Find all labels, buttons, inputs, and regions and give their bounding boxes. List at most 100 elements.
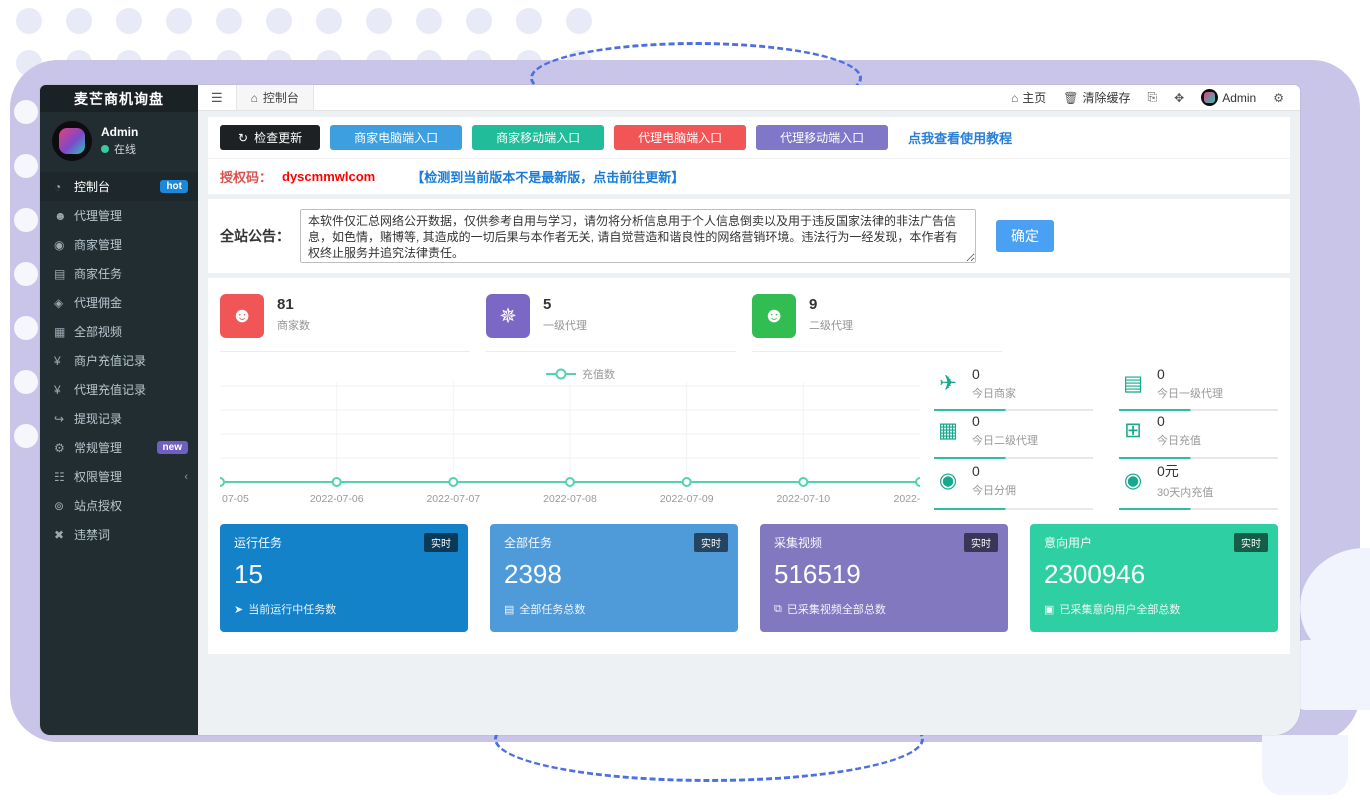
card-collected-videos[interactable]: 采集视频 实时 516519 ⧉ 已采集视频全部总数 [760, 524, 1008, 632]
refresh-icon: ↻ [238, 130, 249, 145]
rocket-icon: ✈ [939, 372, 957, 396]
new-badge: new [156, 441, 188, 454]
agent-mobile-entrance-button[interactable]: 代理移动端入口 [756, 125, 889, 150]
user-plus-icon: ☻ [54, 208, 67, 223]
sidebar-item-agent-commission[interactable]: ◈ 代理佣金 [54, 295, 123, 311]
authorization-row: 授权码： dyscmmwlcom 【检测到当前版本不是最新版，点击前往更新】 [208, 158, 1290, 194]
hamburger-icon[interactable]: ☰ [211, 89, 223, 105]
user-status: 在线 [114, 144, 136, 156]
gear-icon[interactable]: ⚙ [1273, 90, 1284, 105]
sidebar-item-all-videos[interactable]: ▦ 全部视频 [54, 324, 123, 340]
user-avatar[interactable] [52, 121, 92, 161]
sidebar-item-banned-words[interactable]: ✖ 违禁词 [54, 527, 111, 543]
agent-pc-entrance-button[interactable]: 代理电脑端入口 [614, 125, 747, 150]
sidebar-menu: ◔ 控制台 hot ☻ 代理管理 ◉ 商家管理 ▤ 商家任务 ◈ 代理佣金 ▦ [40, 172, 198, 735]
sidebar-item-site-authorization[interactable]: ⊚ 站点授权 [54, 498, 123, 514]
globe-icon: ⊚ [54, 498, 65, 513]
database-icon: ▤ [504, 603, 515, 616]
calendar-plus-icon: ⊞ [1124, 419, 1142, 443]
sidebar-item-merchant-management[interactable]: ◉ 商家管理 [54, 237, 123, 253]
hot-badge: hot [160, 180, 188, 193]
yen-icon: ¥ [54, 382, 61, 397]
x-tick: 2022-07-07 [426, 493, 480, 505]
app-window: 麦芒商机询盘 Admin 在线 ◔ 控制台 hot ☻ 代理管理 ◉ 商家管理 [40, 85, 1300, 735]
divider [1119, 456, 1278, 459]
sign-out-icon: ↪ [54, 411, 65, 426]
users-icon: ☷ [54, 469, 65, 484]
x-tick: 2022-07-11 [894, 493, 920, 505]
tutorial-link[interactable]: 点我查看使用教程 [908, 131, 1013, 146]
x-tick: 07-05 [222, 493, 249, 505]
legend-label: 充值数 [582, 367, 615, 381]
divider [934, 508, 1093, 510]
stat-30day-recharge: ◉ 0元 30天内充值 [1119, 459, 1278, 510]
paper-plane-icon: ➤ [234, 603, 244, 616]
realtime-badge: 实时 [694, 533, 728, 552]
calendar-icon: ▦ [938, 419, 958, 443]
file-icon: ▦ [54, 324, 66, 339]
stat-level1-agents: ✵ 5 一级代理 [486, 294, 736, 352]
auth-code-label: 授权码： [220, 170, 273, 185]
sidebar-item-withdrawal-records[interactable]: ↪ 提现记录 [54, 411, 123, 427]
check-update-button[interactable]: ↻ 检查更新 [220, 125, 321, 150]
tab-console[interactable]: ⌂ 控制台 [235, 85, 314, 110]
refresh-page-icon[interactable]: ⎘ [1147, 90, 1158, 104]
main-area: ☰ ⌂ 控制台 ⌂ 主页 🗑 清除缓存 ⎘ ✥ Admin [198, 85, 1300, 735]
stat-today-level1-agents: ▤ 0 今日一级代理 [1119, 364, 1278, 412]
divider [934, 409, 1093, 412]
today-stats-grid: ✈ 0 今日商家 ▤ 0 今日一级代理 ▦ 0 今日二级代理 [934, 364, 1278, 510]
user-icon: ☻ [752, 294, 796, 338]
sidebar: 麦芒商机询盘 Admin 在线 ◔ 控制台 hot ☻ 代理管理 ◉ 商家管理 [40, 85, 198, 735]
sidebar-item-permission-management[interactable]: ☷ 权限管理 ‹ [54, 469, 188, 485]
chevron-left-icon: ‹ [184, 470, 188, 483]
clear-cache-link[interactable]: 🗑 清除缓存 [1063, 90, 1131, 106]
user-name: Admin [101, 125, 139, 139]
magic-wand-icon: ✵ [486, 294, 530, 338]
user-circle-icon: ◉ [1123, 468, 1143, 492]
x-tick: 2022-07-09 [660, 493, 714, 505]
card-running-tasks[interactable]: 运行任务 实时 15 ➤ 当前运行中任务数 [220, 524, 468, 632]
sidebar-item-console[interactable]: ◔ 控制台 hot [40, 172, 198, 201]
sidebar-item-merchant-recharge-records[interactable]: ¥ 商户充值记录 [54, 353, 147, 369]
online-dot-icon [101, 145, 109, 153]
content: ↻ 检查更新 商家电脑端入口 商家移动端入口 代理电脑端入口 代理移动端入口 点… [198, 111, 1300, 735]
merchant-mobile-entrance-button[interactable]: 商家移动端入口 [472, 125, 605, 150]
legend-marker-icon [555, 368, 567, 380]
top-stats-row: ☻ 81 商家数 ✵ 5 一级代理 ☻ [220, 294, 1278, 352]
card-intent-users[interactable]: 意向用户 实时 2300946 ▣ 已采集意向用户全部总数 [1030, 524, 1278, 632]
update-notice-link[interactable]: 【检测到当前版本不是最新版，点击前往更新】 [411, 170, 685, 185]
home-icon: ⌂ [1011, 90, 1019, 105]
recharge-line-chart: 充值数 [220, 364, 920, 510]
panel-actions: ↻ 检查更新 商家电脑端入口 商家移动端入口 代理电脑端入口 代理移动端入口 点… [208, 117, 1290, 194]
sidebar-item-agent-management[interactable]: ☻ 代理管理 [54, 208, 123, 224]
gem-icon: ◈ [54, 295, 64, 310]
announcement-label: 全站公告： [220, 228, 290, 244]
fullscreen-icon[interactable]: ✥ [1174, 90, 1185, 105]
confirm-button[interactable]: 确定 [996, 220, 1054, 252]
stat-today-level2-agents: ▦ 0 今日二级代理 [934, 411, 1093, 459]
list-card-icon: ▤ [54, 266, 66, 281]
users-icon: ☻ [220, 294, 264, 338]
summary-cards: 运行任务 实时 15 ➤ 当前运行中任务数 全部任务 实时 2398 ▤ 全部任务总… [220, 524, 1278, 632]
sidebar-item-merchant-tasks[interactable]: ▤ 商家任务 [54, 266, 123, 282]
merchant-pc-entrance-button[interactable]: 商家电脑端入口 [330, 125, 463, 150]
realtime-badge: 实时 [424, 533, 458, 552]
decor-dots-column [14, 100, 38, 448]
announcement-textarea[interactable]: 本软件仅汇总网络公开数据，仅供参考自用与学习，请勿将分析信息用于个人信息倒卖以及… [300, 209, 976, 263]
sidebar-item-agent-recharge-records[interactable]: ¥ 代理充值记录 [54, 382, 147, 398]
divider [1119, 409, 1278, 412]
sidebar-item-general-management[interactable]: ⚙ 常规管理 new [40, 433, 198, 462]
id-card-icon: ▤ [1123, 372, 1143, 396]
user-circle-icon: ◉ [938, 468, 958, 492]
x-tick: 2022-07-10 [776, 493, 830, 505]
yen-icon: ¥ [54, 353, 61, 368]
home-link[interactable]: ⌂ 主页 [1011, 90, 1047, 106]
user-menu[interactable]: Admin [1201, 89, 1256, 106]
top-navbar: ☰ ⌂ 控制台 ⌂ 主页 🗑 清除缓存 ⎘ ✥ Admin [198, 85, 1300, 111]
realtime-badge: 实时 [1234, 533, 1268, 552]
trash-icon: 🗑 [1063, 90, 1079, 105]
dashboard-icon: ◔ [54, 179, 62, 194]
panel-announcement: 全站公告： 本软件仅汇总网络公开数据，仅供参考自用与学习，请勿将分析信息用于个人… [208, 199, 1290, 273]
card-all-tasks[interactable]: 全部任务 实时 2398 ▤ 全部任务总数 [490, 524, 738, 632]
image-icon: ▣ [1044, 603, 1055, 616]
